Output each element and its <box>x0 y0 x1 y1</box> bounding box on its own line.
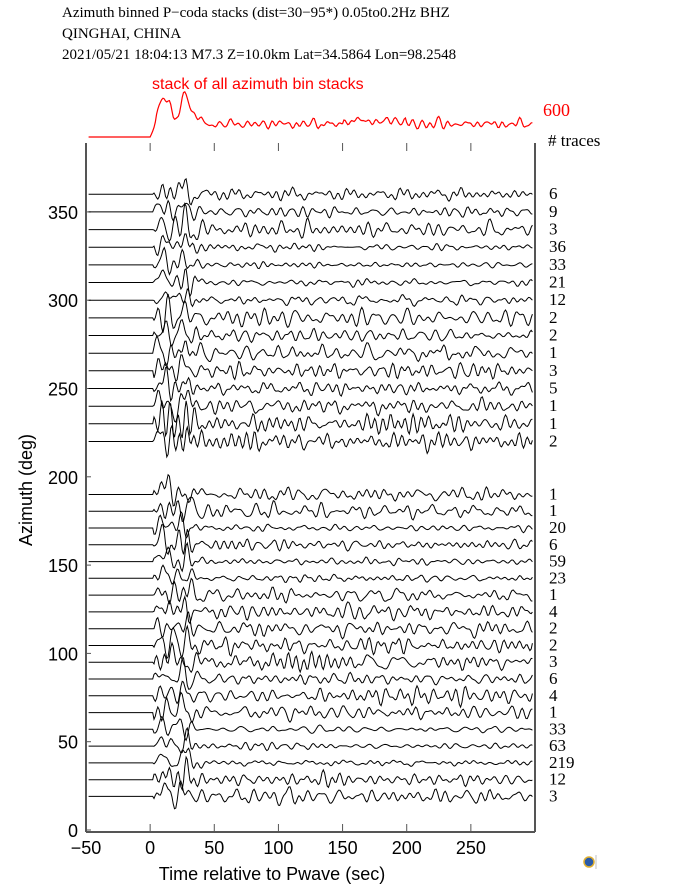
trace-count-label: 4 <box>549 686 558 705</box>
trace-count-label: 63 <box>549 736 566 755</box>
trace-waveform <box>88 524 533 556</box>
trace-count-label: 3 <box>549 786 558 805</box>
trace-count-label: 12 <box>549 290 566 309</box>
trace-waveform <box>88 366 533 403</box>
y-tick-label: 350 <box>48 203 78 223</box>
trace-count-label: 3 <box>549 220 558 239</box>
trace-count-label: 3 <box>549 652 558 671</box>
trace-waveform <box>88 715 533 742</box>
chart-title-line-1: Azimuth binned P−coda stacks (dist=30−95… <box>62 5 450 21</box>
trace-waveform <box>88 657 533 690</box>
stack-count: 600 <box>543 100 570 120</box>
x-tick-label: 50 <box>204 838 224 858</box>
trace-count-label: 20 <box>549 518 566 537</box>
trace-waveform <box>88 335 533 368</box>
trace-count-label: 12 <box>549 770 566 789</box>
chart-title-line-2: QINGHAI, CHINA <box>62 26 181 42</box>
trace-count-label: 1 <box>549 501 558 520</box>
trace-waveform <box>88 267 533 298</box>
y-tick-label: 250 <box>48 380 78 400</box>
trace-waveform <box>88 177 533 206</box>
trace-count-label: 6 <box>549 669 558 688</box>
trace-count-label: 6 <box>549 184 558 203</box>
trace-count-label: 33 <box>549 255 566 274</box>
y-tick-label: 0 <box>68 821 78 841</box>
trace-count-label: 6 <box>549 535 558 554</box>
trace-count-label: 5 <box>549 379 558 398</box>
trace-waveform <box>88 755 533 792</box>
trace-count-label: 1 <box>549 343 558 362</box>
trace-waveform <box>88 747 533 770</box>
x-axis-label: Time relative to Pwave (sec) <box>159 864 385 884</box>
trace-count-label: 1 <box>549 414 558 433</box>
x-tick-label: 0 <box>145 838 155 858</box>
trace-waveform <box>88 726 533 754</box>
trace-count-label: 2 <box>549 431 558 450</box>
trace-count-label: 59 <box>549 552 566 571</box>
trace-waveform <box>88 641 533 674</box>
x-tick-label: 150 <box>328 838 358 858</box>
trace-count-label: 9 <box>549 202 558 221</box>
x-tick-label: 100 <box>263 838 293 858</box>
trace-waveform <box>88 389 533 423</box>
chart-title-line-3: 2021/05/21 18:04:13 M7.3 Z=10.0km Lat=34… <box>62 47 456 63</box>
trace-count-label: 2 <box>549 308 558 327</box>
trace-waveform <box>88 233 533 257</box>
trace-count-label: 1 <box>549 484 558 503</box>
x-tick-label: 250 <box>456 838 486 858</box>
trace-count-label: 2 <box>549 326 558 345</box>
stack-label: stack of all azimuth bin stacks <box>152 76 364 93</box>
trace-waveform <box>88 424 533 459</box>
trace-waveform <box>88 564 533 585</box>
trace-waveform <box>88 595 533 625</box>
trace-count-label: 2 <box>549 619 558 638</box>
trace-waveform <box>88 541 533 573</box>
y-tick-label: 300 <box>48 291 78 311</box>
trace-waveform <box>88 354 533 383</box>
trace-waveform <box>88 577 533 606</box>
y-tick-label: 150 <box>48 556 78 576</box>
y-tick-label: 50 <box>58 733 78 753</box>
trace-count-label: 36 <box>549 237 566 256</box>
trace-waveform <box>88 496 533 522</box>
trace-waveform <box>88 691 533 724</box>
trace-count-label: 3 <box>549 361 558 380</box>
stack-waveform <box>88 90 533 138</box>
trace-count-label: 23 <box>549 568 566 587</box>
trace-waveform <box>88 400 533 439</box>
trace-waveform <box>88 680 533 709</box>
trace-count-label: 1 <box>549 703 558 722</box>
x-tick-label: 200 <box>392 838 422 858</box>
trace-waveform <box>88 199 533 222</box>
trace-count-label: 21 <box>549 273 566 292</box>
trace-count-label: 1 <box>549 585 558 604</box>
trace-waveform <box>88 780 533 810</box>
y-tick-label: 100 <box>48 644 78 664</box>
trace-waveform <box>88 202 533 243</box>
trace-count-label: 1 <box>549 396 558 415</box>
trace-count-label: 33 <box>549 719 566 738</box>
trace-waveform <box>88 287 533 308</box>
y-axis-label: Azimuth (deg) <box>16 434 36 546</box>
trace-waveform <box>88 319 533 347</box>
trace-waveform <box>88 293 533 333</box>
y-tick-label: 200 <box>48 468 78 488</box>
trace-waveform <box>88 611 533 640</box>
trace-waveform <box>88 510 533 540</box>
x-tick-label: −50 <box>71 838 102 858</box>
trace-count-label: 4 <box>549 602 558 621</box>
logo-globe-icon <box>583 856 595 868</box>
sage-iris-logo <box>583 855 597 869</box>
trace-waveform <box>88 473 533 507</box>
trace-waveform <box>88 246 533 276</box>
traces-header: # traces <box>548 131 600 150</box>
trace-count-label: 2 <box>549 635 558 654</box>
trace-waveform <box>88 624 533 660</box>
trace-count-label: 219 <box>549 753 575 772</box>
